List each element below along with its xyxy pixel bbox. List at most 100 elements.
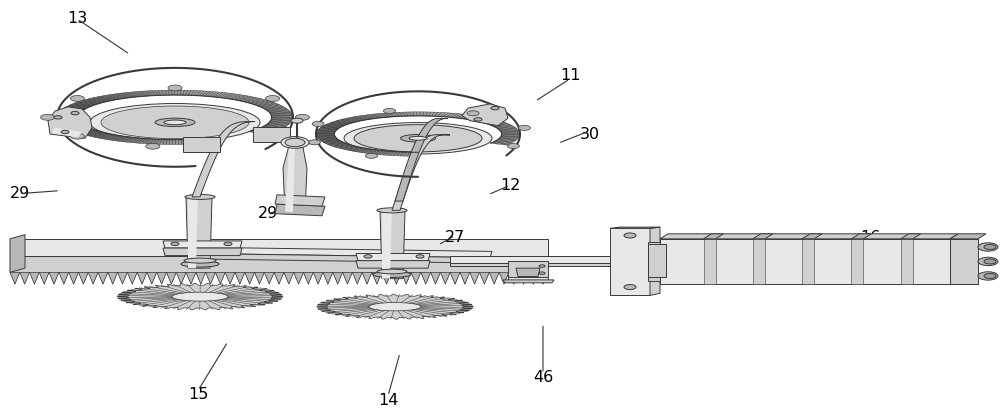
Polygon shape	[402, 112, 408, 116]
Polygon shape	[267, 124, 288, 126]
Polygon shape	[319, 138, 337, 140]
Polygon shape	[270, 120, 292, 122]
Polygon shape	[450, 272, 460, 284]
Polygon shape	[393, 152, 400, 156]
Polygon shape	[241, 98, 258, 101]
Polygon shape	[318, 129, 336, 131]
Circle shape	[984, 259, 996, 264]
Polygon shape	[395, 119, 448, 201]
Polygon shape	[473, 117, 488, 121]
Polygon shape	[193, 91, 201, 96]
Polygon shape	[172, 140, 176, 145]
Polygon shape	[802, 239, 814, 284]
Polygon shape	[411, 272, 421, 284]
Polygon shape	[127, 272, 137, 284]
Polygon shape	[500, 137, 518, 139]
Polygon shape	[498, 128, 517, 129]
Polygon shape	[501, 135, 520, 136]
Polygon shape	[322, 140, 340, 142]
Polygon shape	[440, 113, 448, 116]
Polygon shape	[59, 112, 80, 114]
Polygon shape	[269, 111, 291, 113]
Polygon shape	[39, 272, 49, 284]
Polygon shape	[303, 272, 313, 284]
Ellipse shape	[373, 272, 411, 277]
Polygon shape	[401, 272, 411, 284]
Polygon shape	[500, 137, 519, 138]
Polygon shape	[69, 127, 89, 130]
Circle shape	[285, 138, 305, 147]
Polygon shape	[382, 272, 391, 284]
Polygon shape	[57, 114, 79, 116]
Circle shape	[224, 242, 232, 246]
Polygon shape	[378, 113, 388, 117]
Polygon shape	[99, 134, 115, 139]
Polygon shape	[118, 272, 127, 284]
Polygon shape	[502, 134, 520, 135]
Polygon shape	[317, 294, 473, 319]
Polygon shape	[395, 112, 402, 116]
Circle shape	[978, 272, 998, 280]
Polygon shape	[126, 92, 138, 97]
Polygon shape	[75, 129, 95, 132]
Polygon shape	[352, 148, 366, 152]
Polygon shape	[352, 272, 362, 284]
Polygon shape	[489, 122, 506, 125]
Polygon shape	[263, 106, 284, 109]
Polygon shape	[215, 272, 225, 284]
Polygon shape	[137, 138, 146, 143]
Polygon shape	[330, 122, 348, 125]
Ellipse shape	[377, 269, 407, 274]
Polygon shape	[82, 100, 101, 103]
Polygon shape	[176, 140, 179, 145]
Polygon shape	[490, 142, 508, 145]
Polygon shape	[496, 127, 515, 128]
Polygon shape	[502, 133, 520, 134]
Polygon shape	[209, 92, 220, 97]
Polygon shape	[316, 136, 335, 137]
Polygon shape	[321, 140, 339, 142]
Polygon shape	[317, 131, 335, 132]
Polygon shape	[112, 94, 125, 98]
Polygon shape	[63, 124, 84, 127]
Polygon shape	[94, 97, 110, 101]
Polygon shape	[89, 98, 106, 102]
Polygon shape	[498, 138, 517, 140]
Polygon shape	[67, 106, 88, 109]
Polygon shape	[358, 149, 371, 153]
Polygon shape	[434, 112, 441, 116]
Polygon shape	[431, 112, 438, 116]
Polygon shape	[161, 90, 166, 95]
Polygon shape	[163, 241, 242, 248]
Polygon shape	[257, 129, 277, 132]
Polygon shape	[225, 272, 235, 284]
Polygon shape	[333, 272, 343, 284]
Polygon shape	[113, 136, 126, 141]
Polygon shape	[258, 103, 278, 106]
Polygon shape	[313, 272, 323, 284]
Polygon shape	[327, 123, 345, 126]
Polygon shape	[950, 234, 986, 239]
Polygon shape	[130, 138, 141, 143]
Polygon shape	[217, 93, 229, 98]
Polygon shape	[101, 96, 116, 100]
Polygon shape	[347, 147, 362, 150]
Polygon shape	[407, 152, 412, 156]
Polygon shape	[88, 272, 98, 284]
Polygon shape	[266, 124, 287, 127]
Polygon shape	[66, 106, 86, 109]
Polygon shape	[105, 135, 119, 140]
Polygon shape	[155, 91, 161, 96]
Polygon shape	[351, 117, 365, 120]
Polygon shape	[262, 127, 283, 129]
Polygon shape	[255, 102, 275, 106]
Polygon shape	[499, 129, 518, 130]
Polygon shape	[400, 152, 406, 156]
Text: 27: 27	[445, 230, 465, 246]
Polygon shape	[399, 112, 405, 116]
Circle shape	[624, 233, 636, 238]
Polygon shape	[224, 94, 237, 98]
Text: 12: 12	[500, 178, 520, 193]
Polygon shape	[149, 139, 157, 144]
Polygon shape	[62, 109, 84, 111]
